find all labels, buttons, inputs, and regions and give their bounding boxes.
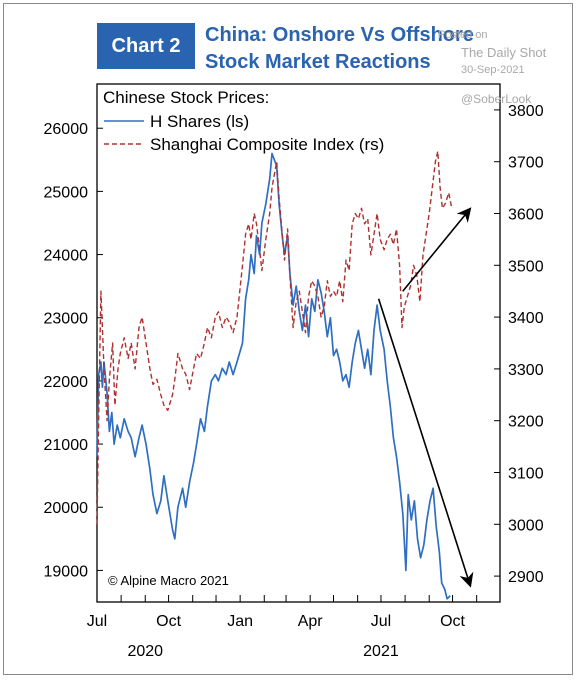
y-right-tick-label: 3000 [508, 517, 544, 534]
x-tick-label: Oct [440, 613, 465, 630]
chart-title-line-2: Stock Market Reactions [205, 51, 431, 73]
watermark-date: 30-Sep-2021 [461, 64, 525, 76]
x-tick-label: Oct [156, 613, 181, 630]
watermark-handle: @SoberLook [461, 92, 532, 106]
x-year-label: 2020 [127, 643, 163, 660]
x-tick-label: Jan [227, 613, 253, 630]
copyright-note: © Alpine Macro 2021 [108, 573, 229, 588]
y-right-tick-label: 2900 [508, 569, 544, 586]
y-right-tick-label: 3800 [508, 103, 544, 120]
legend-label-shanghai: Shanghai Composite Index (rs) [150, 135, 384, 154]
y-left-tick-label: 26000 [44, 121, 89, 138]
watermark-posted-on: Posted on [438, 29, 488, 41]
y-right-tick-label: 3700 [508, 155, 544, 172]
legend-label-h-shares: H Shares (ls) [150, 112, 249, 131]
chart-number-badge: Chart 2 [97, 23, 195, 69]
y-right-tick-label: 3600 [508, 207, 544, 224]
y-left-tick-label: 24000 [44, 248, 89, 265]
series-line-h-shares [96, 152, 451, 600]
y-left-tick-label: 19000 [44, 563, 89, 580]
y-right-tick-label: 3500 [508, 258, 544, 275]
chart-title: China: Onshore Vs Offshore Stock Market … [205, 22, 474, 76]
x-year-label: 2021 [363, 643, 399, 660]
y-left-tick-label: 22000 [44, 374, 89, 391]
series-line-shanghai [96, 150, 453, 525]
y-left-tick-label: 25000 [44, 184, 89, 201]
legend-title: Chinese Stock Prices: [103, 88, 269, 107]
y-right-tick-label: 3200 [508, 414, 544, 431]
y-right-tick-label: 3100 [508, 466, 544, 483]
trend-arrow-h-shares [377, 298, 474, 588]
y-right-tick-label: 3400 [508, 310, 544, 327]
y-left-tick-label: 20000 [44, 500, 89, 517]
trend-arrow-shanghai [402, 207, 472, 292]
chart-frame [3, 3, 573, 675]
y-left-tick-label: 23000 [44, 311, 89, 328]
plot-area-border [96, 83, 501, 603]
chart-title-line-1: China: Onshore Vs Offshore [205, 24, 474, 46]
x-tick-label: Apr [298, 613, 324, 630]
y-left-tick-label: 21000 [44, 437, 89, 454]
watermark-site: The Daily Shot [461, 45, 547, 60]
y-right-tick-label: 3300 [508, 362, 544, 379]
x-tick-label: Jul [87, 613, 107, 630]
x-tick-label: Jul [371, 613, 391, 630]
